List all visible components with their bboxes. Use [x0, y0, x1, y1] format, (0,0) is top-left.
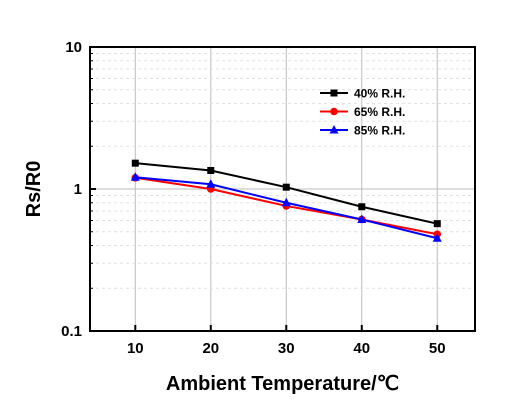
legend-item: 40% R.H. [320, 87, 405, 101]
x-tick-label: 30 [278, 340, 295, 357]
y-tick-label: 1 [74, 181, 82, 198]
data-point [206, 179, 216, 188]
legend-label: 40% R.H. [354, 87, 405, 101]
x-tick-label: 10 [127, 340, 144, 357]
legend-label: 65% R.H. [354, 105, 405, 119]
x-tick-label: 20 [202, 340, 219, 357]
series-layer [130, 159, 442, 242]
y-tick-label: 10 [65, 39, 82, 56]
data-point [357, 214, 367, 223]
data-point [131, 159, 139, 167]
data-point [432, 233, 442, 242]
series-40-r-h [131, 159, 441, 228]
series-85-r-h [130, 172, 442, 242]
x-tick-label: 40 [353, 340, 370, 357]
legend-item: 65% R.H. [320, 105, 405, 119]
data-point [433, 220, 441, 228]
x-axis-title: Ambient Temperature/℃ [166, 373, 399, 395]
legend-label: 85% R.H. [354, 124, 405, 138]
data-point [282, 183, 290, 191]
y-tick-label: 0.1 [61, 323, 82, 340]
y-axis-title: Rs/R0 [23, 161, 45, 218]
legend-marker [330, 107, 338, 116]
data-point [130, 172, 140, 181]
data-point [358, 203, 366, 211]
data-point [207, 166, 215, 174]
axis-ticks: 10 20 30 40 50 0.1 1 10 [61, 39, 445, 357]
legend-item: 85% R.H. [320, 124, 405, 138]
legend-marker [329, 125, 339, 134]
data-point [281, 197, 291, 207]
legend: 40% R.H. 65% R.H. 85% R.H. [320, 87, 405, 138]
x-tick-label: 50 [429, 340, 446, 357]
grid [90, 47, 475, 331]
legend-marker [330, 89, 338, 97]
